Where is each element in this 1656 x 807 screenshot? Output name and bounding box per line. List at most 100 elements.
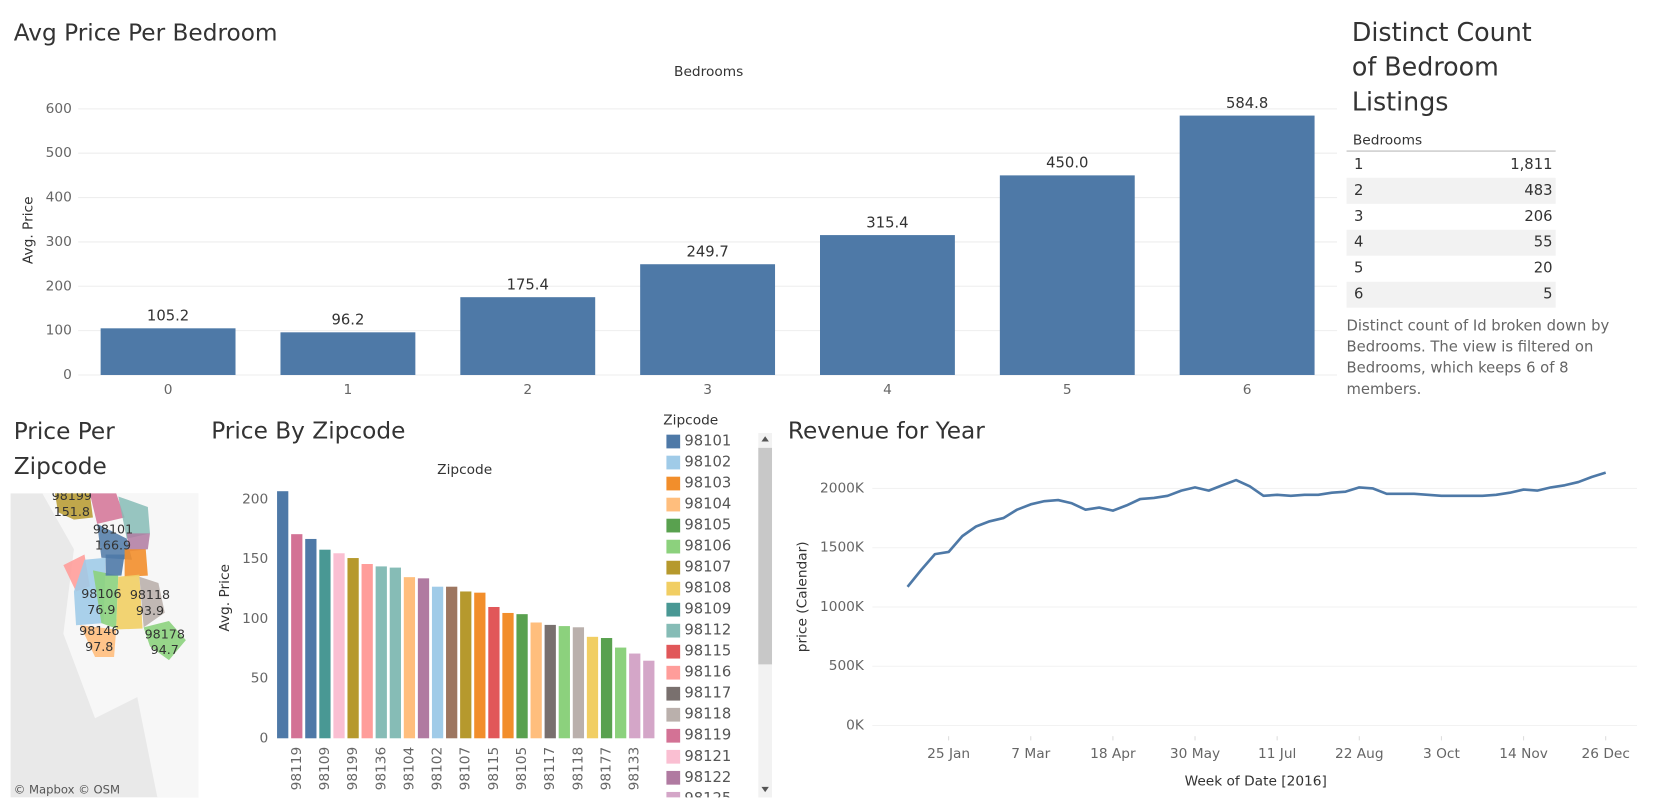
map-title: Price Per Zipcode bbox=[14, 418, 115, 480]
y-tick-label: 500 bbox=[46, 145, 72, 161]
map-region bbox=[105, 554, 125, 576]
value-label: 175.4 bbox=[507, 277, 549, 294]
bar bbox=[347, 558, 359, 739]
scroll-down[interactable] bbox=[761, 786, 769, 793]
table-cell: 5 bbox=[1354, 260, 1363, 277]
legend-swatch bbox=[666, 728, 681, 743]
x-tick-label: 98199 bbox=[345, 747, 361, 791]
table-cell: 483 bbox=[1524, 182, 1552, 199]
x-axis-title: Bedrooms bbox=[674, 64, 743, 80]
y-tick-label: 150 bbox=[242, 551, 268, 567]
legend-label: 98115 bbox=[684, 643, 731, 660]
value-label: 315.4 bbox=[866, 214, 908, 231]
table-cell: 5 bbox=[1543, 286, 1552, 303]
y-tick-label: 0 bbox=[63, 367, 72, 383]
map-region bbox=[89, 493, 125, 524]
legend-label: 98112 bbox=[684, 622, 731, 639]
y-tick-label: 300 bbox=[46, 234, 72, 250]
table-row-bg bbox=[1346, 229, 1556, 256]
bar bbox=[319, 549, 331, 739]
y-tick-label: 400 bbox=[46, 190, 72, 206]
x-tick-label: 98117 bbox=[542, 747, 558, 791]
legend-label: 98108 bbox=[684, 580, 731, 597]
value-label: 249.7 bbox=[686, 244, 728, 261]
table-row-bg bbox=[1346, 177, 1556, 204]
bar bbox=[488, 606, 500, 739]
map-zipcode: 98106 bbox=[81, 586, 121, 601]
map-region bbox=[54, 493, 93, 520]
bar bbox=[544, 624, 556, 739]
x-tick-label: 22 Aug bbox=[1335, 746, 1384, 762]
map-value: 93.9 bbox=[136, 603, 164, 618]
legend-swatch bbox=[666, 791, 681, 798]
legend-label: 98118 bbox=[684, 706, 731, 723]
x-tick-label: 0 bbox=[164, 382, 173, 398]
map-zipcode: 98101 bbox=[93, 522, 133, 537]
table-column-header: Bedrooms bbox=[1353, 133, 1422, 149]
table-cell: 1,811 bbox=[1510, 156, 1552, 173]
scroll-up[interactable] bbox=[761, 436, 769, 442]
scrollbar-thumb[interactable] bbox=[758, 447, 773, 665]
map-zipcode: 98178 bbox=[145, 626, 185, 641]
bar bbox=[361, 564, 373, 739]
bar bbox=[431, 586, 444, 739]
bar bbox=[629, 653, 641, 739]
x-tick-label: 14 Nov bbox=[1499, 746, 1548, 762]
bar bbox=[640, 264, 776, 375]
legend-label: 98117 bbox=[684, 685, 731, 702]
chart-title: Price By Zipcode bbox=[211, 418, 405, 445]
bar bbox=[460, 297, 596, 375]
legend-swatch bbox=[666, 623, 681, 638]
x-axis-title: Week of Date [2016] bbox=[1185, 774, 1327, 790]
x-tick-label: 98115 bbox=[486, 747, 502, 791]
legend-label: 98125 bbox=[684, 790, 731, 807]
bar bbox=[277, 491, 289, 739]
x-tick-label: 98136 bbox=[373, 747, 389, 791]
legend-label: 98107 bbox=[684, 559, 731, 576]
y-tick-label: 600 bbox=[46, 101, 72, 117]
bar bbox=[502, 612, 514, 739]
y-tick-label: 2000K bbox=[820, 480, 865, 496]
x-axis-title: Zipcode bbox=[437, 462, 492, 478]
legend-label: 98103 bbox=[684, 475, 731, 492]
table-cell: 20 bbox=[1534, 260, 1553, 277]
x-tick-label: 3 Oct bbox=[1423, 746, 1460, 762]
bar bbox=[333, 553, 345, 739]
y-tick-label: 0K bbox=[846, 718, 865, 734]
bar bbox=[586, 636, 599, 739]
bar bbox=[600, 638, 613, 739]
bar bbox=[530, 622, 542, 739]
legend-swatch bbox=[666, 455, 681, 470]
table-row-bg bbox=[1346, 281, 1556, 308]
legend-swatch bbox=[666, 644, 681, 659]
bar bbox=[516, 614, 528, 739]
legend: Zipcode 98101 98102 98103 98104 98105 98106 981… bbox=[663, 412, 731, 807]
legend-swatch bbox=[666, 707, 681, 722]
legend-swatch bbox=[666, 434, 681, 449]
map-region bbox=[118, 496, 150, 539]
map-value: 94.7 bbox=[151, 642, 179, 657]
line bbox=[906, 471, 1607, 588]
legend-swatch bbox=[666, 686, 681, 701]
x-tick-label: 26 Dec bbox=[1582, 746, 1630, 762]
bar bbox=[100, 328, 236, 375]
map-region bbox=[92, 570, 119, 629]
x-tick-label: 3 bbox=[703, 382, 712, 398]
x-tick-label: 4 bbox=[883, 382, 892, 398]
y-axis-title: Avg. Price bbox=[21, 196, 37, 264]
table-caption: Distinct count of Id broken down by Bedro… bbox=[1347, 317, 1610, 397]
bar bbox=[389, 567, 401, 739]
x-tick-label: 98104 bbox=[401, 747, 417, 791]
x-tick-label: 98107 bbox=[458, 747, 474, 791]
value-label: 450.0 bbox=[1046, 155, 1088, 172]
bar bbox=[558, 626, 570, 739]
chart-title: Avg Price Per Bedroom bbox=[14, 19, 278, 46]
x-tick-label: 6 bbox=[1243, 382, 1252, 398]
table-cell: 3 bbox=[1354, 208, 1363, 225]
value-label: 584.8 bbox=[1226, 95, 1268, 112]
legend-swatch bbox=[666, 749, 681, 764]
